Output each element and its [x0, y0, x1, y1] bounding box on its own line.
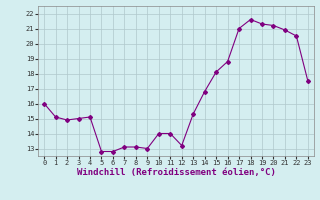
X-axis label: Windchill (Refroidissement éolien,°C): Windchill (Refroidissement éolien,°C) — [76, 168, 276, 177]
